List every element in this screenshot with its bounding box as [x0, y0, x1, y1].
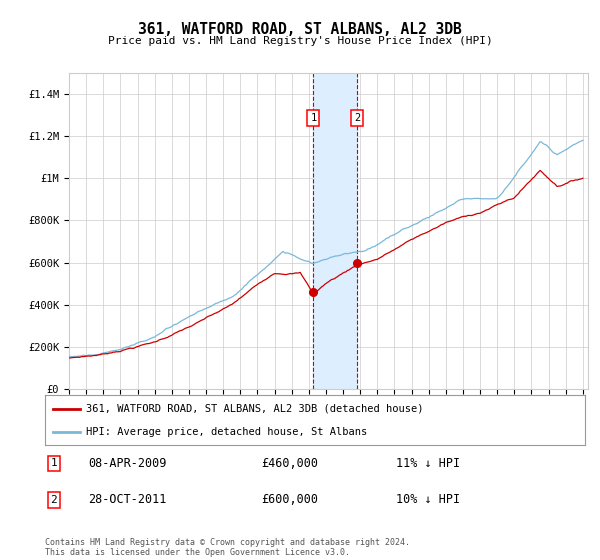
Text: Contains HM Land Registry data © Crown copyright and database right 2024.
This d: Contains HM Land Registry data © Crown c… — [45, 538, 410, 557]
Text: £600,000: £600,000 — [261, 493, 318, 506]
Text: 1: 1 — [310, 113, 317, 123]
Text: 361, WATFORD ROAD, ST ALBANS, AL2 3DB: 361, WATFORD ROAD, ST ALBANS, AL2 3DB — [138, 22, 462, 38]
Text: 10% ↓ HPI: 10% ↓ HPI — [396, 493, 460, 506]
Text: 1: 1 — [50, 459, 57, 468]
Text: 28-OCT-2011: 28-OCT-2011 — [88, 493, 167, 506]
Bar — [313, 73, 357, 389]
Text: 2: 2 — [354, 113, 361, 123]
Text: £460,000: £460,000 — [261, 457, 318, 470]
Text: 11% ↓ HPI: 11% ↓ HPI — [396, 457, 460, 470]
Text: HPI: Average price, detached house, St Albans: HPI: Average price, detached house, St A… — [86, 427, 367, 437]
Text: 08-APR-2009: 08-APR-2009 — [88, 457, 167, 470]
Text: Price paid vs. HM Land Registry's House Price Index (HPI): Price paid vs. HM Land Registry's House … — [107, 36, 493, 46]
Text: 2: 2 — [50, 495, 57, 505]
Text: 361, WATFORD ROAD, ST ALBANS, AL2 3DB (detached house): 361, WATFORD ROAD, ST ALBANS, AL2 3DB (d… — [86, 404, 423, 414]
